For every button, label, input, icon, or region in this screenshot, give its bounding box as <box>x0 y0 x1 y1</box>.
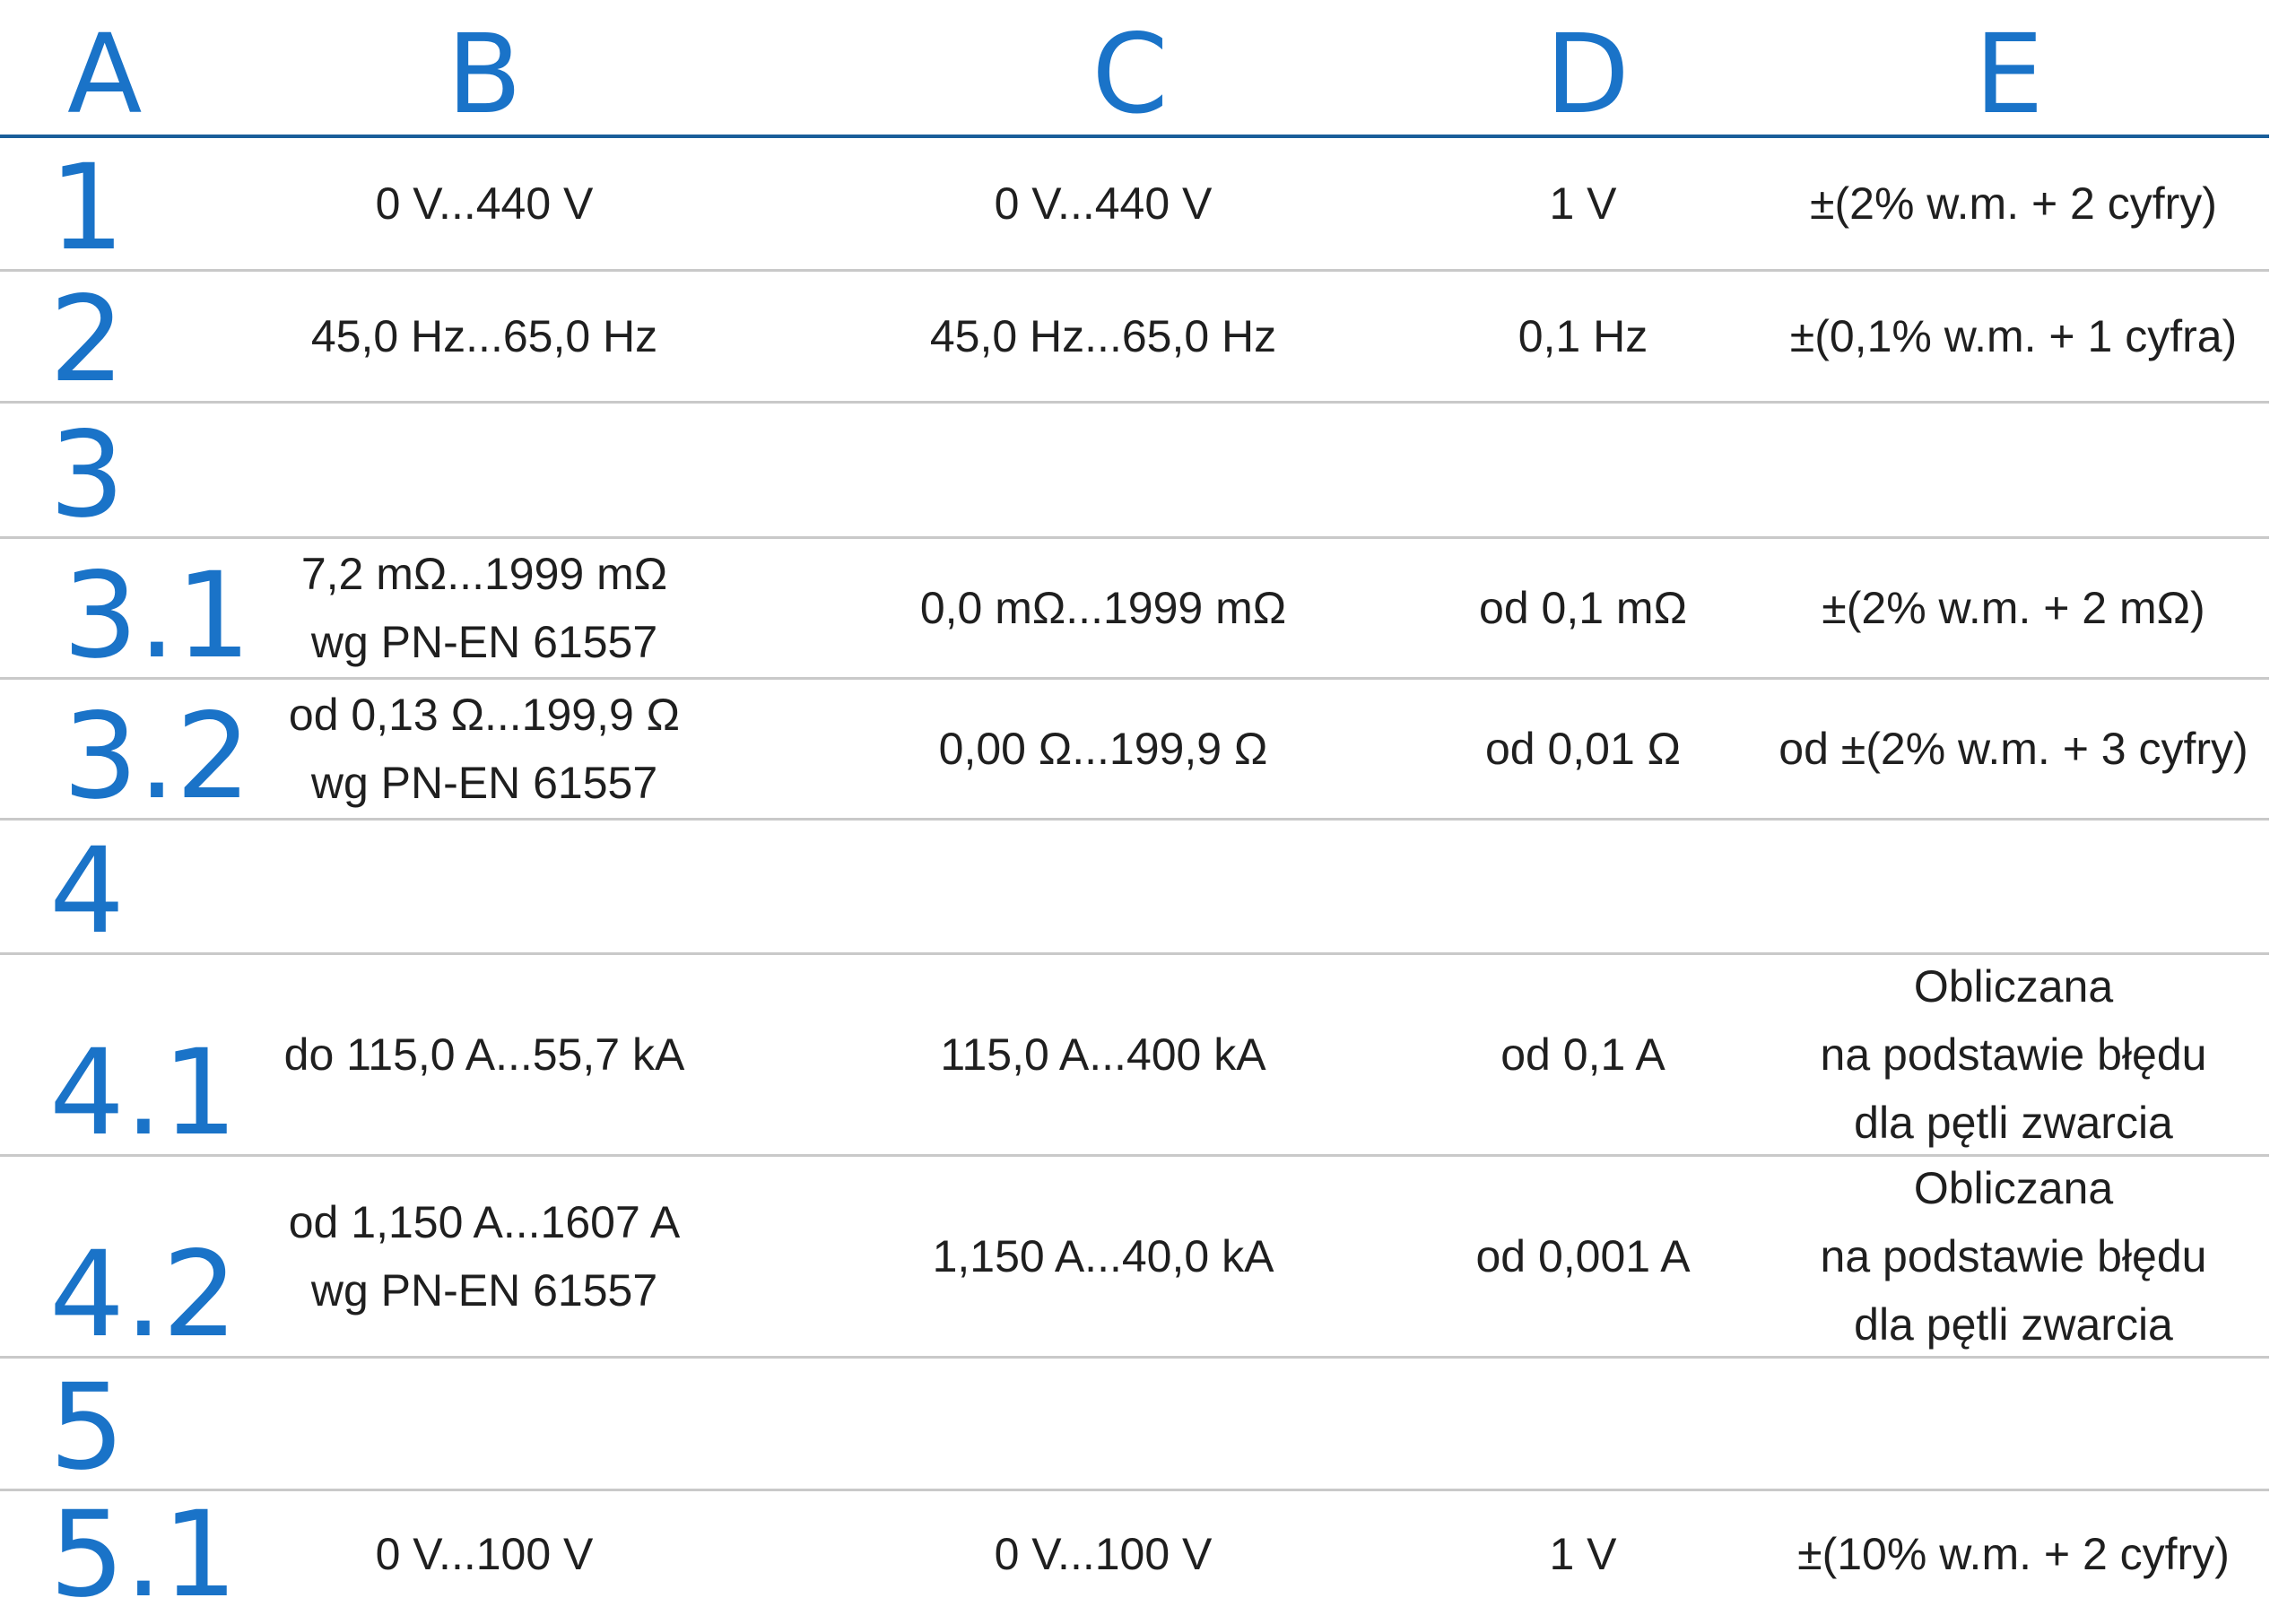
row-divider <box>0 1154 2269 1157</box>
row-index: 1 <box>49 139 125 277</box>
section-row: 5 <box>0 1359 2269 1489</box>
row-index: 3.2 <box>63 688 251 826</box>
accuracy-cell: ±(0,1% w.m. + 1 cyfra) <box>1758 272 2269 401</box>
standard-line: wg PN-EN 61557 <box>310 758 658 808</box>
range-line: 0 V...440 V <box>375 178 594 229</box>
accuracy-line: ±(10% w.m. + 2 cyfry) <box>1797 1528 2230 1579</box>
accuracy-cell: Obliczana na podstawie błędu dla pętli z… <box>1758 1157 2269 1356</box>
row-divider <box>0 952 2269 955</box>
display-range-cell: 115,0 A...400 kA <box>940 1029 1266 1080</box>
table-row: 3.1 7,2 mΩ...1999 mΩ wg PN-EN 61557 0,0 … <box>0 539 2269 677</box>
table-row: 4.1 do 115,0 A...55,7 kA 115,0 A...400 k… <box>0 955 2269 1154</box>
table-row: 1 0 V...440 V 0 V...440 V 1 V ±(2% w.m. … <box>0 137 2269 269</box>
resolution-cell: 1 V <box>1549 1528 1617 1579</box>
row-index: 5.1 <box>49 1486 238 1624</box>
accuracy-cell: od ±(2% w.m. + 3 cyfry) <box>1758 680 2269 818</box>
row-divider <box>0 1489 2269 1491</box>
range-line: 45,0 Hz...65,0 Hz <box>310 311 658 361</box>
row-index: 2 <box>49 271 125 409</box>
range-line: od 1,150 A...1607 A <box>288 1197 681 1247</box>
display-range-cell: 1,150 A...40,0 kA <box>932 1231 1274 1281</box>
range-cell: od 1,150 A...1607 A wg PN-EN 61557 <box>251 1157 718 1356</box>
accuracy-line: na podstawie błędu <box>1820 1029 2207 1080</box>
range-line: 7,2 mΩ...1999 mΩ <box>300 549 668 599</box>
range-cell: od 0,13 Ω...199,9 Ω wg PN-EN 61557 <box>251 680 718 818</box>
standard-line: wg PN-EN 61557 <box>310 617 658 667</box>
range-cell: 45,0 Hz...65,0 Hz <box>251 272 718 401</box>
resolution-cell: 1 V <box>1549 178 1617 229</box>
range-line: od 0,13 Ω...199,9 Ω <box>288 690 681 740</box>
accuracy-cell: ±(2% w.m. + 2 cyfry) <box>1758 137 2269 269</box>
table-row: 2 45,0 Hz...65,0 Hz 45,0 Hz...65,0 Hz 0,… <box>0 272 2269 401</box>
row-index: 3 <box>49 406 125 544</box>
accuracy-line: ±(2% w.m. + 2 mΩ) <box>1822 583 2205 633</box>
column-header-a: A <box>67 11 143 138</box>
accuracy-line: dla pętli zwarcia <box>1854 1299 2173 1350</box>
row-index: 5 <box>49 1359 125 1497</box>
row-index: 3.1 <box>63 547 251 685</box>
resolution-cell: od 0,01 Ω <box>1484 724 1682 774</box>
table-row: 5.1 0 V...100 V 0 V...100 V 1 V ±(10% w.… <box>0 1491 2269 1616</box>
resolution-cell: od 0,1 A <box>1500 1029 1665 1080</box>
section-row: 3 <box>0 404 2269 536</box>
accuracy-line: dla pętli zwarcia <box>1854 1098 2173 1148</box>
accuracy-line: Obliczana <box>1913 961 2114 1012</box>
standard-line: wg PN-EN 61557 <box>310 1265 658 1316</box>
accuracy-line: ±(2% w.m. + 2 cyfry) <box>1810 178 2217 229</box>
row-index: 4.2 <box>49 1226 238 1364</box>
range-line: do 115,0 A...55,7 kA <box>283 1029 685 1080</box>
row-divider <box>0 818 2269 821</box>
row-divider <box>0 677 2269 680</box>
range-cell: 0 V...440 V <box>251 137 718 269</box>
column-header-b: B <box>447 11 522 138</box>
table-row: 3.2 od 0,13 Ω...199,9 Ω wg PN-EN 61557 0… <box>0 680 2269 818</box>
resolution-cell: od 0,001 A <box>1475 1231 1691 1281</box>
range-cell: do 115,0 A...55,7 kA <box>251 955 718 1154</box>
row-divider <box>0 536 2269 539</box>
accuracy-cell: ±(10% w.m. + 2 cyfry) <box>1758 1491 2269 1616</box>
column-header-c: C <box>1091 11 1169 138</box>
range-cell: 7,2 mΩ...1999 mΩ wg PN-EN 61557 <box>251 539 718 677</box>
column-header-e: E <box>1974 11 2044 138</box>
row-index: 4 <box>49 822 125 960</box>
display-range-cell: 0,00 Ω...199,9 Ω <box>938 724 1268 774</box>
row-divider <box>0 269 2269 272</box>
header-row: A B C D E <box>0 9 2269 135</box>
accuracy-line: Obliczana <box>1913 1163 2114 1213</box>
column-header-d: D <box>1545 11 1630 138</box>
row-divider <box>0 1356 2269 1359</box>
table-row: 4.2 od 1,150 A...1607 A wg PN-EN 61557 1… <box>0 1157 2269 1356</box>
section-row: 4 <box>0 821 2269 952</box>
header-divider <box>0 135 2269 138</box>
range-cell: 0 V...100 V <box>251 1491 718 1616</box>
accuracy-line: ±(0,1% w.m. + 1 cyfra) <box>1789 311 2238 361</box>
display-range-cell: 45,0 Hz...65,0 Hz <box>929 311 1277 361</box>
resolution-cell: 0,1 Hz <box>1518 311 1648 361</box>
accuracy-line: od ±(2% w.m. + 3 cyfry) <box>1779 724 2248 774</box>
row-index: 4.1 <box>49 1024 238 1162</box>
display-range-cell: 0 V...100 V <box>994 1528 1213 1579</box>
resolution-cell: od 0,1 mΩ <box>1479 583 1687 633</box>
accuracy-cell: ±(2% w.m. + 2 mΩ) <box>1758 539 2269 677</box>
display-range-cell: 0,0 mΩ...1999 mΩ <box>919 583 1287 633</box>
row-divider <box>0 401 2269 404</box>
accuracy-line: na podstawie błędu <box>1820 1231 2207 1281</box>
range-line: 0 V...100 V <box>375 1528 594 1579</box>
display-range-cell: 0 V...440 V <box>994 178 1213 229</box>
accuracy-cell: Obliczana na podstawie błędu dla pętli z… <box>1758 955 2269 1154</box>
